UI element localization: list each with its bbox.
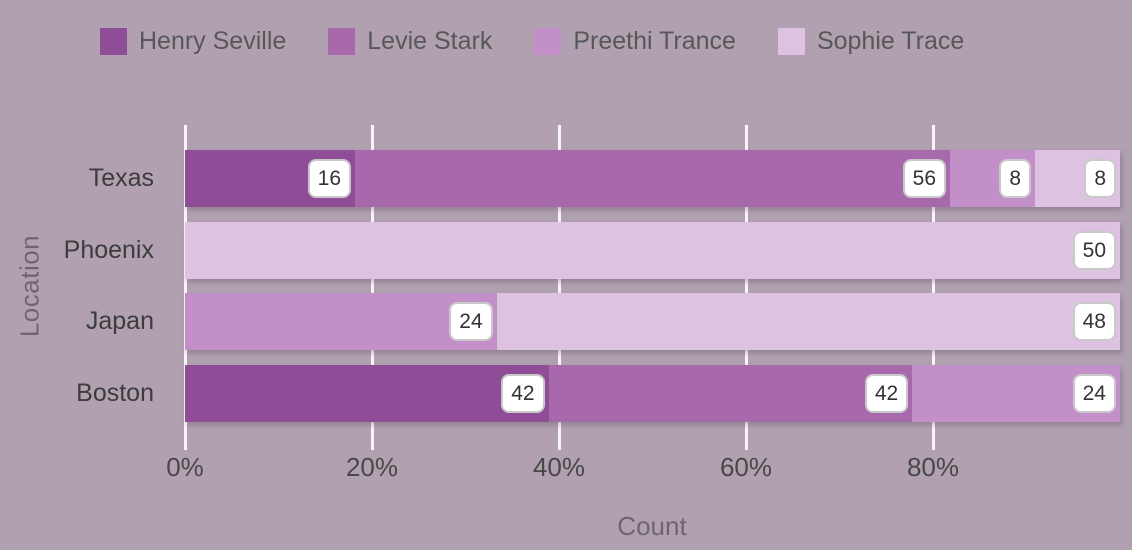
legend-swatch-preethi-trance [534, 28, 562, 55]
legend-label: Levie Stark [367, 27, 493, 55]
legend-item-henry-seville: Henry Seville [100, 27, 286, 56]
x-tick-0: 0% [166, 452, 204, 482]
x-tick-40: 40% [532, 452, 586, 482]
bar-segment-texas-henry-seville: 16 [185, 150, 355, 207]
legend-label: Henry Seville [139, 27, 287, 55]
legend-item-levie-stark: Levie Stark [328, 27, 492, 56]
legend-item-preethi-trance: Preethi Trance [534, 27, 736, 56]
legend-swatch-levie-stark [328, 28, 356, 55]
gridline [932, 125, 935, 450]
bar-row-phoenix: 50 [185, 221, 1120, 279]
bar-segment-japan-preethi-trance: 24 [185, 293, 497, 351]
bar-segment-texas-levie-stark: 56 [355, 150, 950, 207]
gridline [745, 125, 748, 450]
legend-label: Preethi Trance [573, 27, 736, 55]
x-tick-20: 20% [345, 452, 399, 482]
bar-row-boston: 42 42 24 [185, 364, 1120, 422]
value-label: 24 [1072, 373, 1116, 413]
category-label-phoenix: Phoenix [63, 235, 154, 264]
x-axis-title: Count [617, 511, 687, 541]
plot-area: 16 56 8 8 50 24 48 42 42 24 [184, 125, 1120, 450]
bar-segment-japan-sophie-trace: 48 [496, 293, 1120, 351]
value-label: 42 [501, 373, 545, 413]
value-label: 8 [1084, 159, 1116, 198]
value-label: 42 [864, 373, 909, 413]
bar-segment-boston-preethi-trance: 24 [912, 364, 1120, 422]
category-label-texas: Texas [88, 164, 154, 192]
x-tick-80: 80% [906, 452, 960, 482]
legend: Henry Seville Levie Stark Preethi Trance So… [100, 27, 964, 56]
bars: 16 56 8 8 50 24 48 42 42 24 [185, 125, 1120, 450]
bar-segment-boston-henry-seville: 42 [185, 364, 549, 422]
bar-segment-texas-preethi-trance: 8 [950, 150, 1035, 207]
gridline [184, 125, 187, 450]
category-label-boston: Boston [76, 378, 154, 407]
legend-swatch-henry-seville [100, 28, 127, 55]
value-label: 56 [902, 159, 946, 198]
value-label: 16 [307, 159, 351, 198]
legend-swatch-sophie-trace [777, 28, 805, 55]
value-label: 50 [1072, 230, 1116, 270]
bar-segment-texas-sophie-trace: 8 [1035, 150, 1120, 207]
x-tick-60: 60% [719, 452, 773, 482]
value-label: 48 [1072, 302, 1116, 342]
bar-row-texas: 16 56 8 8 [185, 150, 1120, 207]
category-label-japan: Japan [85, 307, 154, 336]
legend-item-sophie-trace: Sophie Trace [777, 27, 965, 56]
value-label: 8 [999, 159, 1031, 198]
x-axis-ticks: 0% 20% 40% 60% 80% [166, 452, 1120, 484]
bar-row-japan: 24 48 [185, 293, 1120, 351]
legend-label: Sophie Trace [816, 27, 965, 55]
bar-segment-phoenix-sophie-trace: 50 [185, 221, 1120, 279]
gridline [558, 125, 561, 450]
bar-segment-boston-levie-stark: 42 [548, 364, 913, 422]
gridline [371, 125, 374, 450]
value-label: 24 [449, 302, 493, 342]
y-axis-labels: Texas Phoenix Japan Boston [0, 125, 170, 450]
